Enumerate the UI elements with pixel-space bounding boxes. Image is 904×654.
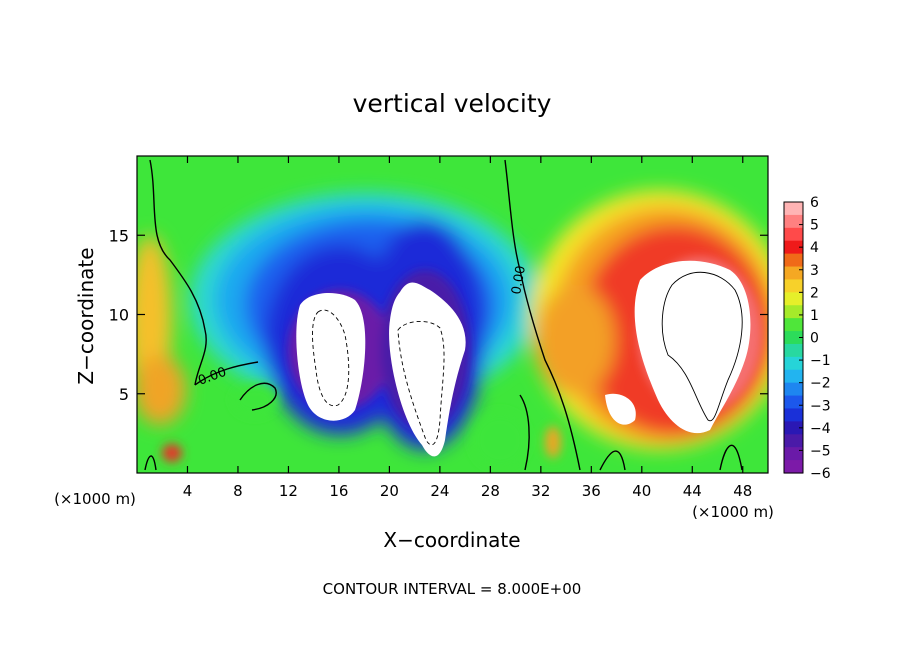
x-tick-label: 4 — [183, 482, 193, 500]
colorbar-segment — [784, 292, 803, 306]
contour-interval-note: CONTOUR INTERVAL = 8.000E+00 — [323, 580, 582, 598]
zero-contours — [144, 159, 743, 471]
colorbar-tick-label: −4 — [810, 421, 831, 437]
x-tick-label: 20 — [380, 482, 399, 500]
x-tick-label: 8 — [233, 482, 243, 500]
min-core-2 — [389, 282, 466, 457]
neutral-patch-low — [472, 412, 528, 468]
colorbar-tick-label: 0 — [810, 331, 819, 347]
zero-contour-left-branch — [194, 361, 259, 386]
colorbar-tick-label: 3 — [810, 263, 819, 279]
colorbar-segment — [784, 408, 803, 422]
chart-title: vertical velocity — [353, 89, 552, 118]
warm-spot-low-left — [162, 444, 182, 462]
colorbar-segment — [784, 421, 803, 435]
colorbar-segment — [784, 214, 803, 229]
x-unit-label-right: (×1000 m) — [692, 503, 774, 521]
y-tick-label: 15 — [109, 226, 129, 245]
colorbar-tick-label: −3 — [810, 398, 831, 414]
y-axis-label: Z−coordinate — [74, 247, 98, 384]
negative-contour-1 — [312, 309, 350, 407]
colorbar-segment — [784, 227, 803, 242]
colorbar-segment — [784, 305, 803, 319]
colorbar-tick-label: 2 — [810, 285, 819, 301]
zero-contour-low-2 — [599, 450, 626, 471]
zero-contour-low-1 — [519, 394, 530, 471]
x-axis-label: X−coordinate — [383, 528, 520, 552]
zero-contour-left — [149, 159, 207, 386]
min-core-1 — [296, 293, 366, 421]
colorbar-tick-label: −1 — [810, 353, 831, 369]
x-tick-label: 40 — [632, 482, 651, 500]
colorbar-tick-label: 1 — [810, 308, 819, 324]
x-tick-label: 36 — [582, 482, 601, 500]
warm-region-west-lobe — [535, 285, 615, 395]
x-tick-label: 48 — [733, 482, 752, 500]
max-core — [634, 260, 751, 434]
colorbar-tick-label: −2 — [810, 376, 831, 392]
x-tick-label: 28 — [481, 482, 500, 500]
x-tick-label: 44 — [683, 482, 702, 500]
colorbar-tick-label: −6 — [810, 466, 831, 482]
zero-contour-low-4 — [144, 455, 157, 471]
x-unit-label-left: (×1000 m) — [54, 490, 136, 508]
negative-contours — [312, 309, 445, 446]
y-tick-label: 5 — [119, 385, 129, 404]
y-tick-label: 10 — [109, 306, 129, 325]
colorbar-segment — [784, 356, 803, 371]
y-axis-ticks: 5 10 15 — [109, 226, 768, 404]
contour-label-2: 0.00 — [509, 265, 529, 296]
x-tick-label: 16 — [329, 482, 348, 500]
x-tick-label: 12 — [279, 482, 298, 500]
zero-contour-low-3 — [719, 444, 743, 471]
colorbar-segment — [784, 253, 803, 268]
zero-contour-middle — [504, 159, 581, 471]
neutral-patch-left — [233, 384, 277, 416]
colorbar-tick-label: −5 — [810, 443, 831, 459]
colorbar-segment — [784, 460, 803, 474]
colorbar-segment — [784, 369, 803, 384]
colorbar-segment — [784, 331, 803, 345]
contour-fill-field: 0.00 0.00 — [137, 156, 768, 473]
colorbar-segment — [784, 395, 803, 410]
x-tick-label: 24 — [430, 482, 449, 500]
max-core-small — [605, 393, 636, 425]
colorbar-segment — [784, 240, 803, 255]
colorbar-segment — [784, 279, 803, 293]
colorbar-segment — [784, 202, 803, 216]
colorbar-segment — [784, 343, 803, 358]
negative-contour-2 — [397, 321, 445, 446]
colorbar-tick-label: 6 — [810, 195, 819, 211]
warm-region-left-low — [137, 355, 186, 425]
colorbar-segment — [784, 382, 803, 397]
colorbar: 6 5 4 3 2 1 0 −1 −2 −3 −4 −5 −6 — [783, 195, 831, 482]
x-tick-label: 32 — [531, 482, 550, 500]
warm-spot-low-mid — [545, 426, 561, 458]
positive-contours — [661, 271, 743, 422]
colorbar-tick-label: 4 — [810, 240, 819, 256]
colorbar-tick-label: 5 — [810, 218, 819, 234]
positive-contour-1 — [661, 271, 743, 422]
colorbar-segment — [784, 318, 803, 332]
x-axis-ticks: 4 8 12 16 20 24 28 32 36 40 44 48 — [183, 156, 752, 500]
zero-contour-loop — [239, 382, 277, 411]
colorbar-segment — [784, 266, 803, 281]
colorbar-segment — [784, 447, 803, 461]
colorbar-segment — [784, 434, 803, 448]
